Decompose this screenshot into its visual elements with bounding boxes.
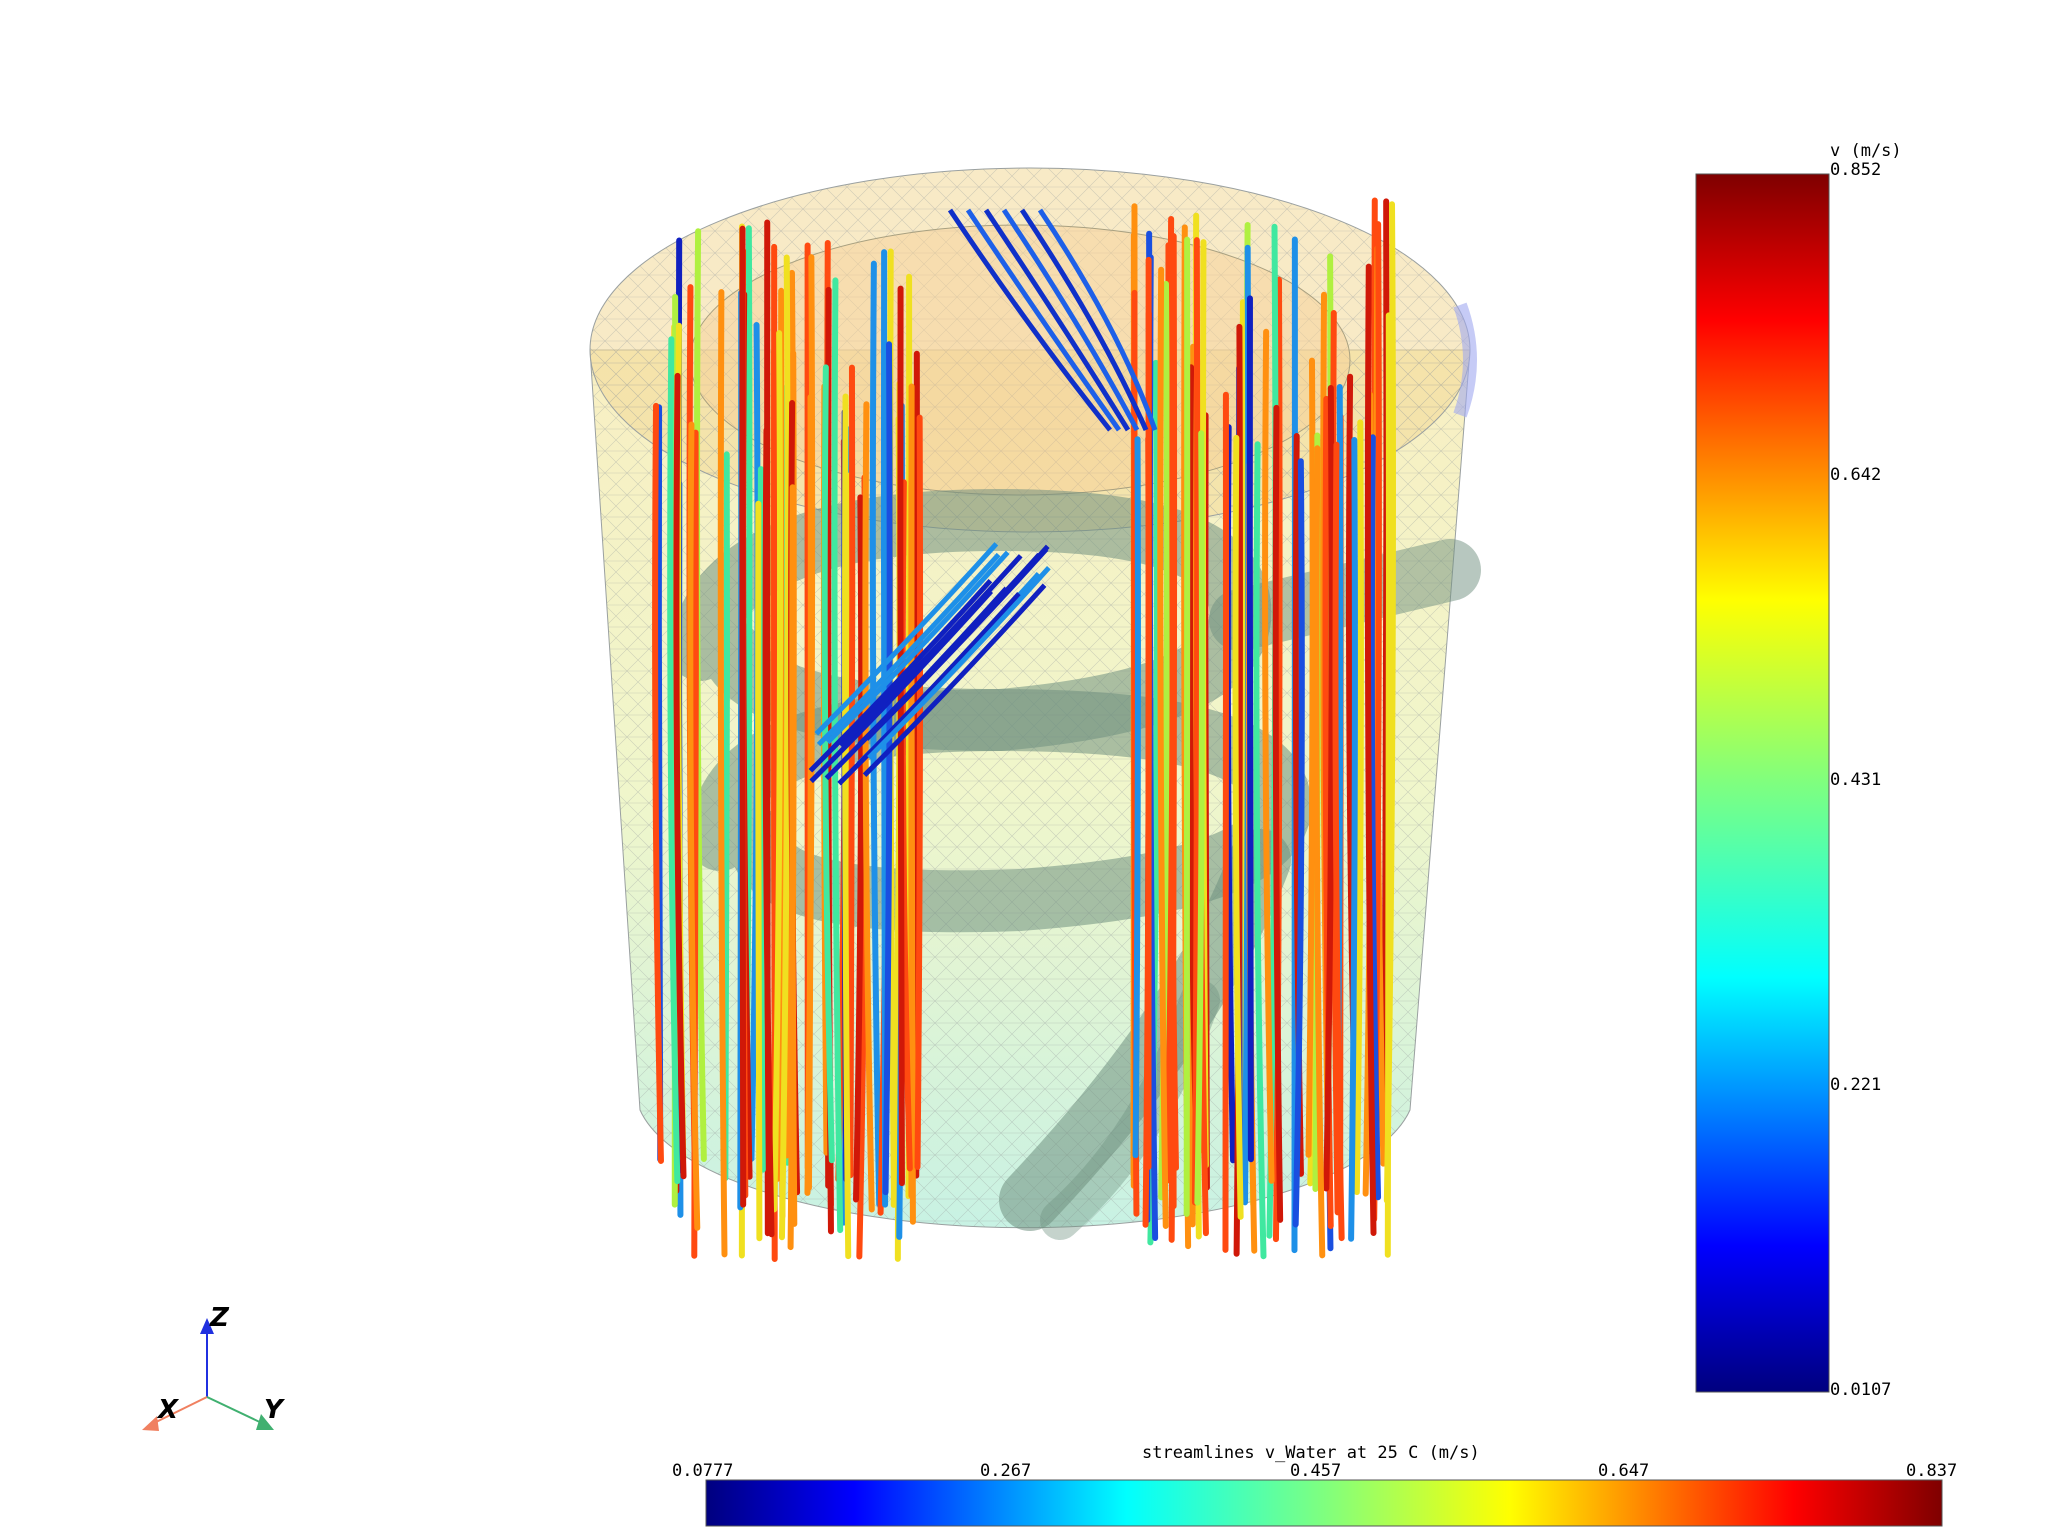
streamline bbox=[862, 583, 1047, 777]
streamline bbox=[825, 550, 1010, 745]
vertical-legend-tick: 0.642 bbox=[1830, 465, 1882, 485]
vertical-legend-tick: 0.431 bbox=[1830, 770, 1882, 790]
streamline bbox=[965, 208, 1122, 432]
streamline bbox=[778, 254, 791, 1241]
horizontal-legend-tick: 0.647 bbox=[1598, 1461, 1650, 1481]
streamline bbox=[771, 330, 784, 1213]
streamline bbox=[722, 451, 730, 1182]
streamline bbox=[1232, 434, 1244, 1220]
streamline bbox=[837, 592, 1021, 786]
streamline bbox=[1272, 404, 1284, 1223]
streamline bbox=[1364, 263, 1377, 1236]
streamline bbox=[1183, 236, 1191, 1217]
triad-y-label: Y bbox=[264, 1395, 283, 1425]
streamlines-group bbox=[652, 197, 1396, 1262]
streamline bbox=[853, 494, 865, 1203]
streamline bbox=[1305, 357, 1316, 1158]
streamline bbox=[908, 383, 916, 1225]
streamline bbox=[762, 427, 775, 1238]
vertical-colorbar bbox=[1695, 173, 1830, 1393]
streamline bbox=[842, 393, 852, 1260]
streamline bbox=[1353, 419, 1364, 1196]
streamline bbox=[1191, 237, 1201, 1206]
vertical-legend-tick-min: 0.0107 bbox=[1830, 1380, 1892, 1400]
streamline bbox=[1194, 430, 1205, 1206]
streamline bbox=[1323, 384, 1335, 1192]
streamline bbox=[814, 542, 999, 736]
streamline bbox=[838, 554, 1023, 748]
vertical-legend-tick: 0.221 bbox=[1830, 1075, 1882, 1095]
streamline bbox=[1019, 208, 1149, 432]
triad-x-label: X bbox=[158, 1395, 179, 1425]
streamline bbox=[862, 401, 875, 1213]
streamline bbox=[687, 421, 701, 1231]
streamline bbox=[816, 552, 1001, 747]
streamline bbox=[1384, 312, 1392, 1258]
streamline bbox=[808, 579, 993, 773]
streamline bbox=[1332, 441, 1345, 1242]
horizontal-legend-tick-min: 0.0777 bbox=[672, 1461, 734, 1481]
streamline bbox=[717, 289, 728, 1258]
streamline bbox=[882, 341, 893, 1196]
streamline bbox=[1222, 391, 1230, 1253]
streamline bbox=[1253, 441, 1267, 1260]
horizontal-legend-tick-max: 0.837 bbox=[1906, 1461, 1958, 1481]
axis-triad bbox=[142, 1318, 274, 1431]
streamline bbox=[914, 414, 924, 1170]
streamline bbox=[1169, 247, 1177, 1210]
streamline bbox=[673, 372, 687, 1180]
streamline bbox=[805, 394, 814, 1191]
streamline bbox=[1037, 208, 1158, 431]
streamline bbox=[1262, 328, 1275, 1184]
streamline bbox=[1157, 266, 1169, 1229]
horizontal-colorbar bbox=[705, 1479, 1943, 1527]
horizontal-legend-tick: 0.457 bbox=[1290, 1461, 1342, 1481]
vertical-color-legend bbox=[1695, 173, 1830, 1393]
streamline bbox=[867, 566, 1051, 760]
streamline bbox=[739, 225, 747, 1208]
streamline bbox=[789, 484, 798, 1227]
vertical-legend-title: v (m/s) bbox=[1830, 141, 1902, 161]
streamline bbox=[1348, 437, 1358, 1242]
streamline bbox=[1368, 434, 1382, 1201]
streamline bbox=[947, 208, 1112, 432]
streamline bbox=[1313, 445, 1326, 1259]
streamline bbox=[652, 402, 664, 1164]
horizontal-color-legend bbox=[705, 1479, 1943, 1527]
streamline bbox=[755, 500, 763, 1242]
streamline bbox=[865, 544, 1050, 739]
triad-z-label: Z bbox=[210, 1303, 229, 1333]
streamline bbox=[1246, 295, 1254, 1163]
horizontal-legend-title: streamlines v_Water at 25 C (m/s) bbox=[1142, 1443, 1480, 1463]
streamline bbox=[1132, 436, 1141, 1159]
streamline bbox=[983, 208, 1131, 432]
streamline bbox=[667, 336, 681, 1185]
vertical-legend-tick-max: 0.852 bbox=[1830, 160, 1882, 180]
streamline bbox=[1292, 458, 1305, 1228]
streamline bbox=[1001, 208, 1140, 432]
horizontal-legend-tick: 0.267 bbox=[980, 1461, 1032, 1481]
